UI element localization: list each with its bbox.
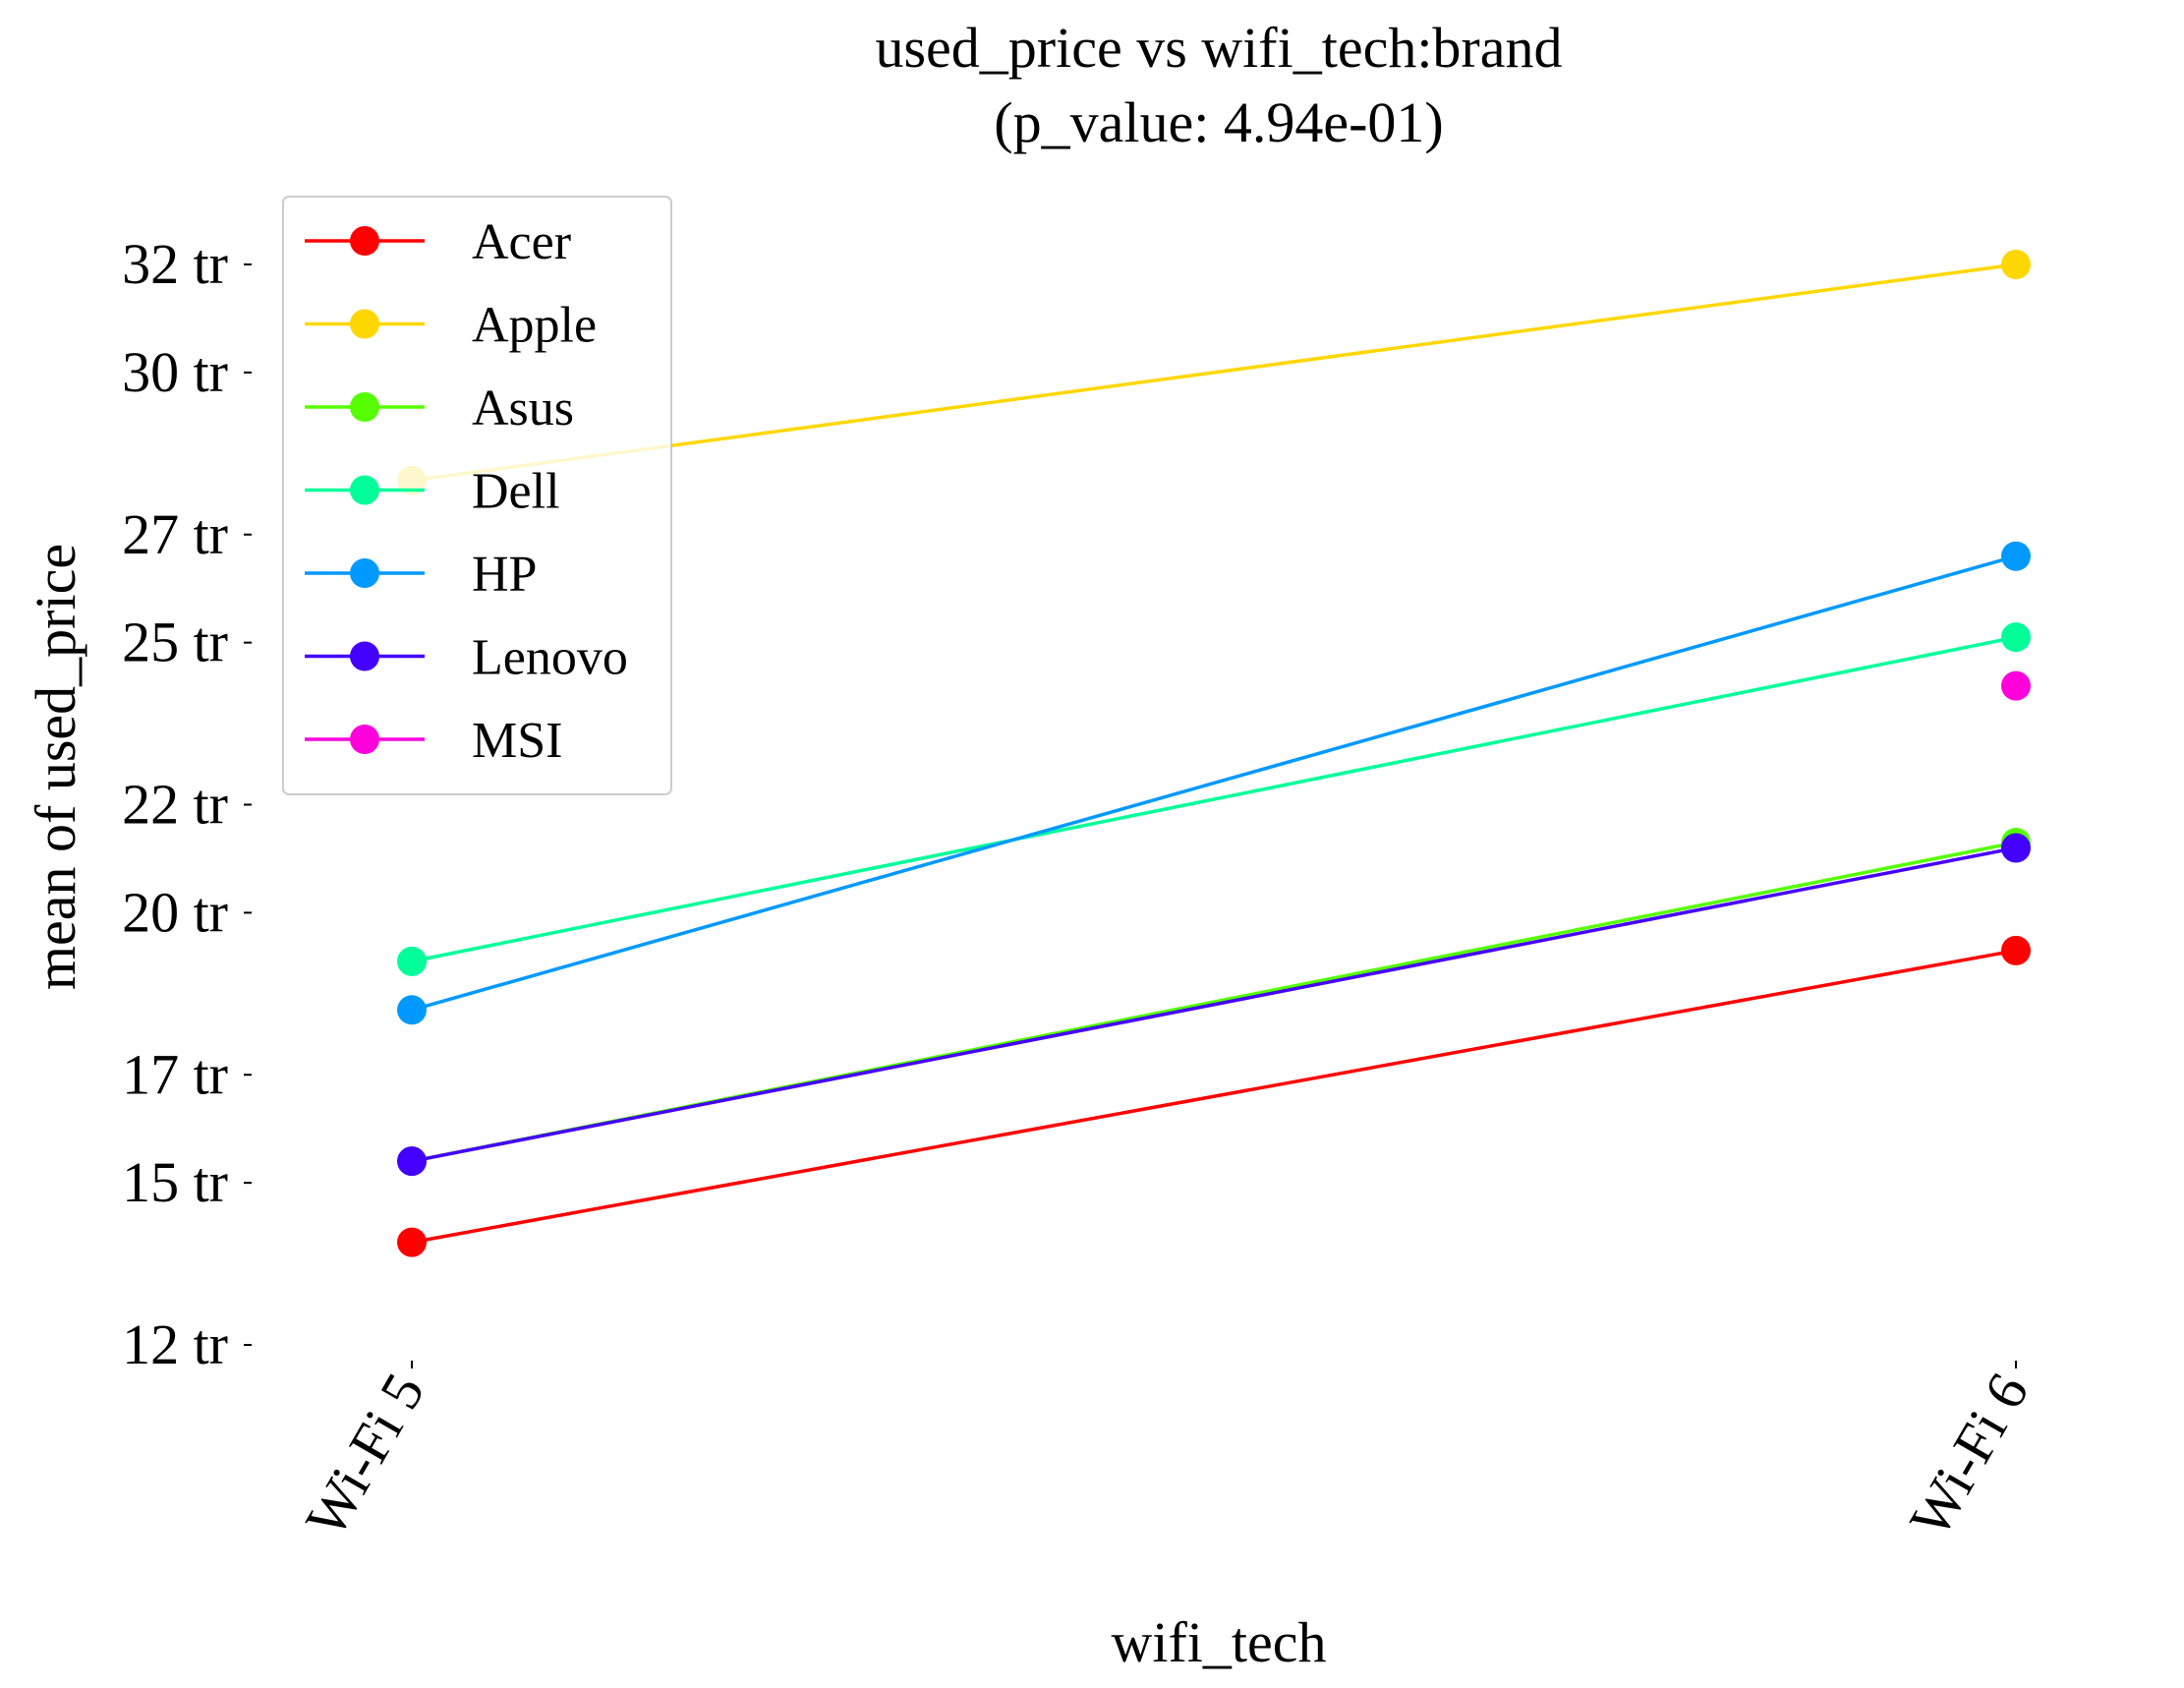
y-tick-label: 17 tr — [122, 1042, 228, 1106]
x-axis-label: wifi_tech — [1111, 1610, 1326, 1674]
y-tick-label: 32 tr — [122, 232, 228, 296]
legend: Acer Apple Asus Dell HP Lenovo MSI — [282, 196, 672, 795]
legend-marker — [350, 558, 379, 588]
y-tick-label: 20 tr — [122, 880, 228, 944]
y-tick-label: 12 tr — [122, 1312, 228, 1376]
legend-label: Asus — [472, 380, 574, 437]
legend-label: Dell — [472, 464, 560, 520]
data-point-hp — [2001, 541, 2031, 571]
data-point-acer — [2001, 935, 2031, 965]
chart-subtitle: (p_value: 4.94e-01) — [994, 90, 1443, 154]
legend-label: MSI — [472, 713, 562, 769]
data-point-lenovo — [397, 1146, 427, 1177]
legend-box — [282, 196, 672, 795]
data-point-dell — [2001, 622, 2031, 653]
y-axis-label: mean of used_price — [24, 544, 87, 990]
series-line-apple — [411, 262, 2017, 483]
legend-label: Acer — [472, 214, 571, 270]
y-tick-label: 27 tr — [122, 502, 228, 566]
legend-marker — [350, 641, 379, 671]
series-line-dell — [411, 635, 2017, 963]
legend-marker — [350, 226, 379, 256]
y-tick-label: 25 tr — [122, 611, 228, 674]
series-line-acer — [411, 949, 2017, 1245]
data-point-lenovo — [2001, 833, 2031, 863]
legend-marker — [350, 725, 379, 754]
series-line-hp — [411, 554, 2017, 1012]
data-point-dell — [397, 946, 427, 976]
y-tick-label: 30 tr — [122, 340, 228, 404]
data-point-apple — [2001, 250, 2031, 279]
data-point-hp — [397, 995, 427, 1025]
y-axis: 12 tr 15 tr 17 tr 20 tr 22 tr 25 tr 27 tr 30 tr… — [122, 232, 252, 1376]
legend-marker — [350, 392, 379, 422]
legend-label: Lenovo — [472, 630, 628, 686]
series-line-lenovo — [411, 845, 2017, 1163]
legend-label: Apple — [472, 298, 597, 354]
y-tick-label: 15 tr — [122, 1150, 228, 1214]
series-layer — [397, 250, 2031, 1257]
legend-label: HP — [472, 547, 537, 603]
y-tick-label: 22 tr — [122, 773, 228, 837]
data-point-acer — [397, 1227, 427, 1257]
legend-marker — [350, 475, 379, 505]
chart-title: used_price vs wifi_tech:brand — [875, 16, 1562, 80]
legend-marker — [350, 309, 379, 339]
data-point-msi — [2001, 670, 2031, 701]
